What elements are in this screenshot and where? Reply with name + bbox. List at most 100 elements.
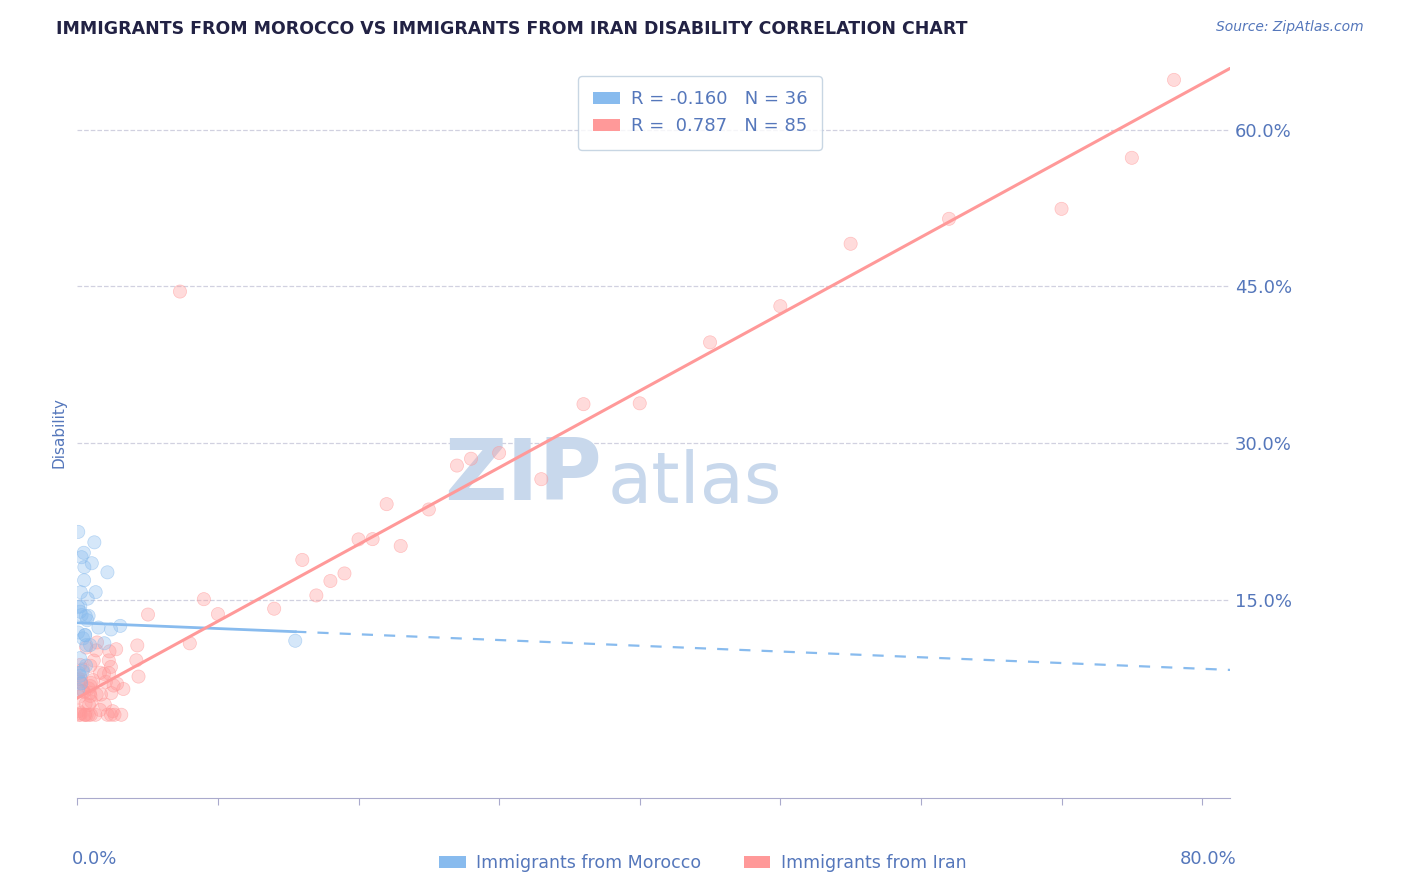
Point [73, 707, 96, 722]
Point [75, 628, 97, 642]
Point [75, 640, 97, 655]
Point [75, 628, 97, 642]
Point [70, 550, 93, 565]
Point [84, 707, 107, 722]
Point [103, 707, 125, 722]
Point [79, 686, 101, 700]
Text: Source: ZipAtlas.com: Source: ZipAtlas.com [1216, 20, 1364, 34]
Point [75, 658, 97, 673]
Point [67, 672, 90, 686]
Point [94, 674, 117, 689]
Point [69, 707, 91, 722]
Point [79, 689, 101, 703]
Point [100, 686, 122, 700]
Point [389, 539, 412, 553]
Point [699, 335, 721, 350]
Point [79, 686, 101, 700]
Point [136, 607, 159, 622]
Point [1050, 202, 1073, 216]
Point [207, 607, 229, 621]
Point [446, 458, 468, 473]
Point [84, 585, 107, 599]
Point [70, 676, 93, 690]
Point [70, 673, 93, 687]
Point [101, 704, 124, 718]
Point [80, 676, 103, 690]
Point [69, 605, 91, 619]
Point [73, 685, 96, 699]
Point [75, 628, 97, 642]
Point [105, 642, 128, 657]
Point [75, 707, 97, 722]
Point [103, 707, 125, 722]
Point [79, 638, 101, 652]
Point [69, 657, 91, 672]
Point [80, 556, 103, 570]
Point [77, 681, 100, 696]
Point [305, 589, 328, 603]
Point [1163, 73, 1185, 87]
Point [179, 636, 201, 650]
Legend: R = -0.160   N = 36, R =  0.787   N = 85: R = -0.160 N = 36, R = 0.787 N = 85 [578, 76, 821, 150]
Point [80, 556, 103, 570]
Point [128, 669, 150, 683]
Point [75, 628, 97, 642]
Point [76, 591, 98, 606]
Point [79, 638, 101, 652]
Point [69, 599, 91, 614]
Point [72, 632, 94, 646]
Point [90, 688, 112, 702]
Point [100, 623, 122, 637]
Point [361, 532, 384, 546]
Point [72, 683, 94, 698]
Point [83, 653, 105, 667]
Point [67, 690, 90, 704]
Point [69, 657, 91, 672]
Point [128, 669, 150, 683]
Point [67, 625, 90, 640]
Point [79, 679, 101, 693]
Point [93, 636, 115, 650]
Point [284, 633, 307, 648]
Point [67, 625, 90, 640]
Point [75, 638, 97, 652]
Point [67, 682, 90, 697]
Point [67, 704, 90, 718]
Point [83, 535, 105, 549]
Point [67, 704, 90, 718]
Point [110, 707, 132, 722]
Point [98, 644, 121, 658]
Point [101, 704, 124, 718]
Point [100, 660, 122, 674]
Point [77, 707, 100, 722]
Point [70, 676, 93, 690]
Point [89, 703, 111, 717]
Point [72, 662, 94, 676]
Point [319, 574, 342, 588]
Point [96, 566, 118, 580]
Point [67, 524, 90, 539]
Point [530, 472, 553, 486]
Point [70, 585, 93, 599]
Point [75, 609, 97, 624]
Point [72, 683, 94, 698]
Point [73, 560, 96, 574]
Point [110, 707, 132, 722]
Point [67, 672, 90, 686]
Point [75, 697, 97, 711]
Point [628, 396, 651, 410]
Point [347, 533, 370, 547]
Point [100, 623, 122, 637]
Point [100, 707, 122, 722]
Point [70, 550, 93, 565]
Point [69, 707, 91, 722]
Point [75, 707, 97, 722]
Point [77, 608, 100, 623]
Point [70, 608, 93, 623]
Point [69, 651, 91, 665]
Point [347, 533, 370, 547]
Point [75, 658, 97, 673]
Point [699, 335, 721, 350]
Point [73, 685, 96, 699]
Point [125, 653, 148, 667]
